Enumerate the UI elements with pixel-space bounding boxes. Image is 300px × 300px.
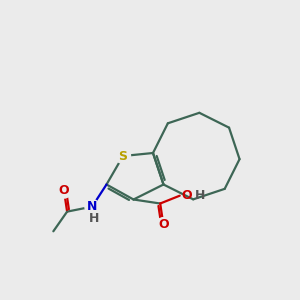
Circle shape — [116, 148, 130, 164]
Text: O: O — [59, 184, 69, 197]
Text: H: H — [89, 212, 100, 225]
Text: S: S — [118, 149, 127, 163]
Text: N: N — [87, 200, 97, 213]
Text: O: O — [181, 189, 192, 202]
Circle shape — [156, 218, 171, 232]
Circle shape — [57, 184, 71, 198]
Text: O: O — [158, 218, 169, 231]
Text: H: H — [195, 189, 206, 202]
Circle shape — [85, 200, 99, 214]
